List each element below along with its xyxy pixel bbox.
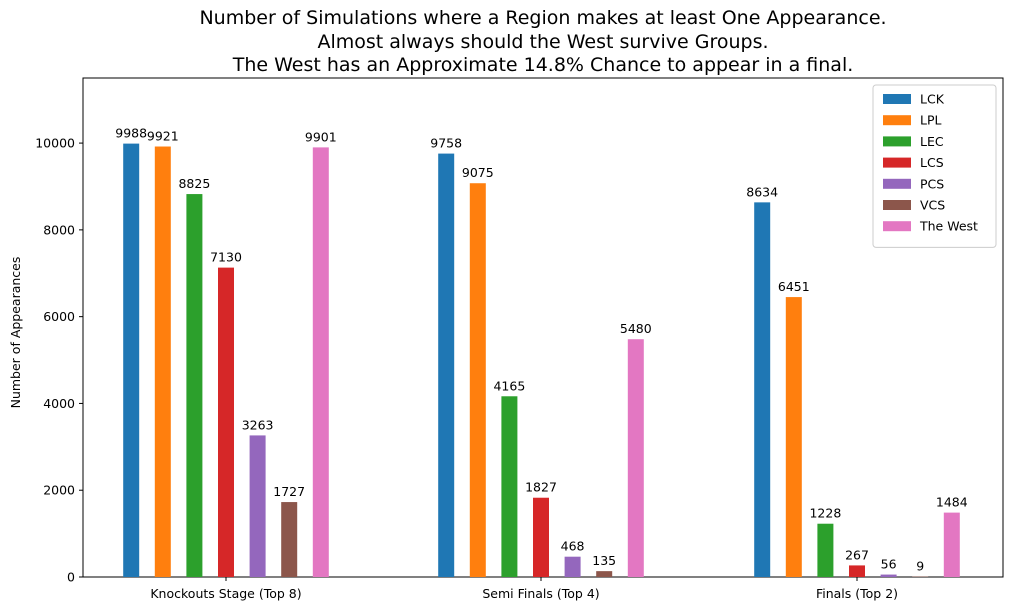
legend-label: LCK bbox=[920, 92, 945, 107]
bar-value-label: 4165 bbox=[493, 378, 525, 393]
legend-label: VCS bbox=[920, 198, 945, 213]
bar-lpl bbox=[154, 146, 171, 577]
bar-value-label: 5480 bbox=[620, 321, 652, 336]
y-tick-label: 0 bbox=[67, 570, 75, 585]
legend-swatch bbox=[883, 157, 911, 168]
y-tick-label: 2000 bbox=[43, 483, 75, 498]
bar-lcs bbox=[533, 497, 549, 577]
bar-value-label: 267 bbox=[845, 547, 869, 562]
bar-the-west bbox=[943, 512, 960, 577]
legend-swatch bbox=[883, 136, 911, 147]
bar-value-label: 8825 bbox=[178, 176, 210, 191]
y-tick-label: 8000 bbox=[43, 222, 75, 237]
chart-title-line: Almost always should the West survive Gr… bbox=[317, 31, 768, 53]
bar-value-label: 468 bbox=[561, 539, 585, 554]
bar-pcs bbox=[249, 435, 266, 577]
bar-lck bbox=[123, 143, 140, 577]
bar-value-label: 9758 bbox=[430, 136, 462, 151]
chart-title-line: Number of Simulations where a Region mak… bbox=[199, 7, 886, 29]
bar-value-label: 9075 bbox=[462, 165, 494, 180]
y-tick-label: 6000 bbox=[43, 309, 75, 324]
bar-lpl bbox=[469, 183, 486, 577]
bar-lcs bbox=[218, 267, 234, 577]
bar-value-label: 56 bbox=[881, 557, 897, 572]
legend-swatch bbox=[883, 200, 911, 210]
bar-value-label: 7130 bbox=[210, 250, 242, 265]
legend-swatch bbox=[883, 94, 911, 104]
bar-value-label: 3263 bbox=[242, 417, 274, 432]
bar-value-label: 1228 bbox=[809, 506, 841, 521]
bar-lec bbox=[817, 523, 834, 577]
bar-lpl bbox=[785, 297, 802, 577]
legend-label: The West bbox=[919, 219, 978, 234]
bar-value-label: 1484 bbox=[936, 495, 968, 510]
bar-pcs bbox=[880, 574, 897, 577]
axes: 0 2000 4000 6000 8000 10000 Number of Appearan… bbox=[8, 77, 1004, 601]
x-tick-label: Finals (Top 2) bbox=[816, 586, 898, 601]
bar-lck bbox=[438, 153, 455, 577]
legend-label: PCS bbox=[920, 176, 944, 191]
bar-value-label: 135 bbox=[592, 553, 616, 568]
bar-lec bbox=[186, 194, 203, 578]
legend-swatch bbox=[883, 221, 911, 232]
x-tick-label: Knockouts Stage (Top 8) bbox=[150, 586, 301, 601]
bar-lec bbox=[501, 396, 518, 577]
legend-swatch bbox=[883, 115, 911, 126]
bars bbox=[123, 143, 960, 578]
bar-lck bbox=[754, 202, 771, 577]
chart-title: Number of Simulations where a Region mak… bbox=[199, 7, 886, 76]
legend-label: LEC bbox=[920, 134, 944, 149]
chart-title-line: The West has an Approximate 14.8% Chance… bbox=[232, 54, 854, 76]
bar-pcs bbox=[564, 556, 581, 577]
legend-swatch bbox=[883, 178, 911, 189]
bar-lcs bbox=[849, 565, 865, 577]
bar-the-west bbox=[312, 147, 329, 577]
y-tick-label: 10000 bbox=[35, 136, 75, 151]
bar-value-label: 1727 bbox=[273, 484, 305, 499]
bar-value-label: 9988 bbox=[115, 126, 147, 141]
x-tick-label: Semi Finals (Top 4) bbox=[482, 586, 599, 601]
legend-label: LCS bbox=[920, 155, 944, 170]
bar-value-label: 8634 bbox=[746, 184, 778, 199]
bar-the-west bbox=[627, 339, 644, 577]
bar-value-label: 6451 bbox=[778, 279, 810, 294]
bar-value-label: 9901 bbox=[305, 129, 337, 144]
bar-value-label: 9921 bbox=[147, 129, 179, 144]
legend-label: LPL bbox=[920, 113, 942, 128]
bar-value-label: 1827 bbox=[525, 480, 557, 495]
bar-value-label: 9 bbox=[916, 559, 924, 574]
bar-vcs bbox=[281, 502, 298, 577]
y-tick-label: 4000 bbox=[43, 396, 75, 411]
bar-vcs bbox=[596, 571, 613, 577]
legend: LCK LPL LEC LCS PCS VCS The West bbox=[872, 84, 997, 248]
y-axis-label: Number of Appearances bbox=[8, 257, 23, 409]
